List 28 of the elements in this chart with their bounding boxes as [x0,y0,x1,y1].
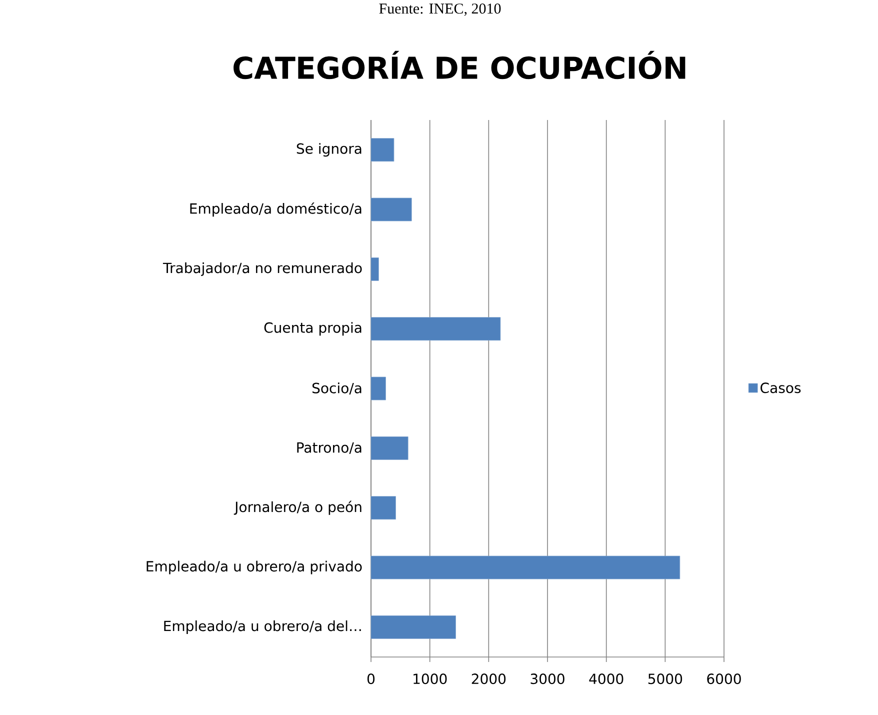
y-tick-label: Trabajador/a no remunerado [162,262,362,276]
y-tick-label: Jornalero/a o peón [234,500,362,515]
y-tick-label: Socio/a [312,382,362,394]
x-tick-label: 5000 [648,674,682,684]
y-tick-label: Cuenta propia [264,322,362,336]
bar [370,556,680,580]
legend-label: Casos [760,382,801,394]
bar [370,317,501,341]
bar [370,138,394,162]
bar [370,198,412,222]
y-tick-label: Empleado/a u obrero/a del… [164,620,361,634]
bar [370,257,379,281]
bar [370,436,408,460]
source-note: Fuente: INEC, 2010 [379,4,501,16]
x-tick-label: 3000 [530,674,564,684]
x-tick-label: 6000 [707,674,741,684]
x-tick-label: 4000 [589,674,624,684]
y-tick-label: Empleado/a u obrero/a privado [146,560,362,574]
x-tick-label: 2000 [472,674,506,684]
y-tick-label: Empleado/a doméstico/a [190,202,362,217]
y-tick-label: Se ignora [296,143,362,157]
bar [370,376,386,400]
bar [370,496,396,520]
x-tick-label: 1000 [414,674,447,684]
y-tick-label: Patrono/a [297,442,362,454]
x-tick-label: 0 [367,674,375,684]
chart-title: CATEGORÍA DE OCUPACIÓN [234,50,686,80]
bar [370,615,456,639]
